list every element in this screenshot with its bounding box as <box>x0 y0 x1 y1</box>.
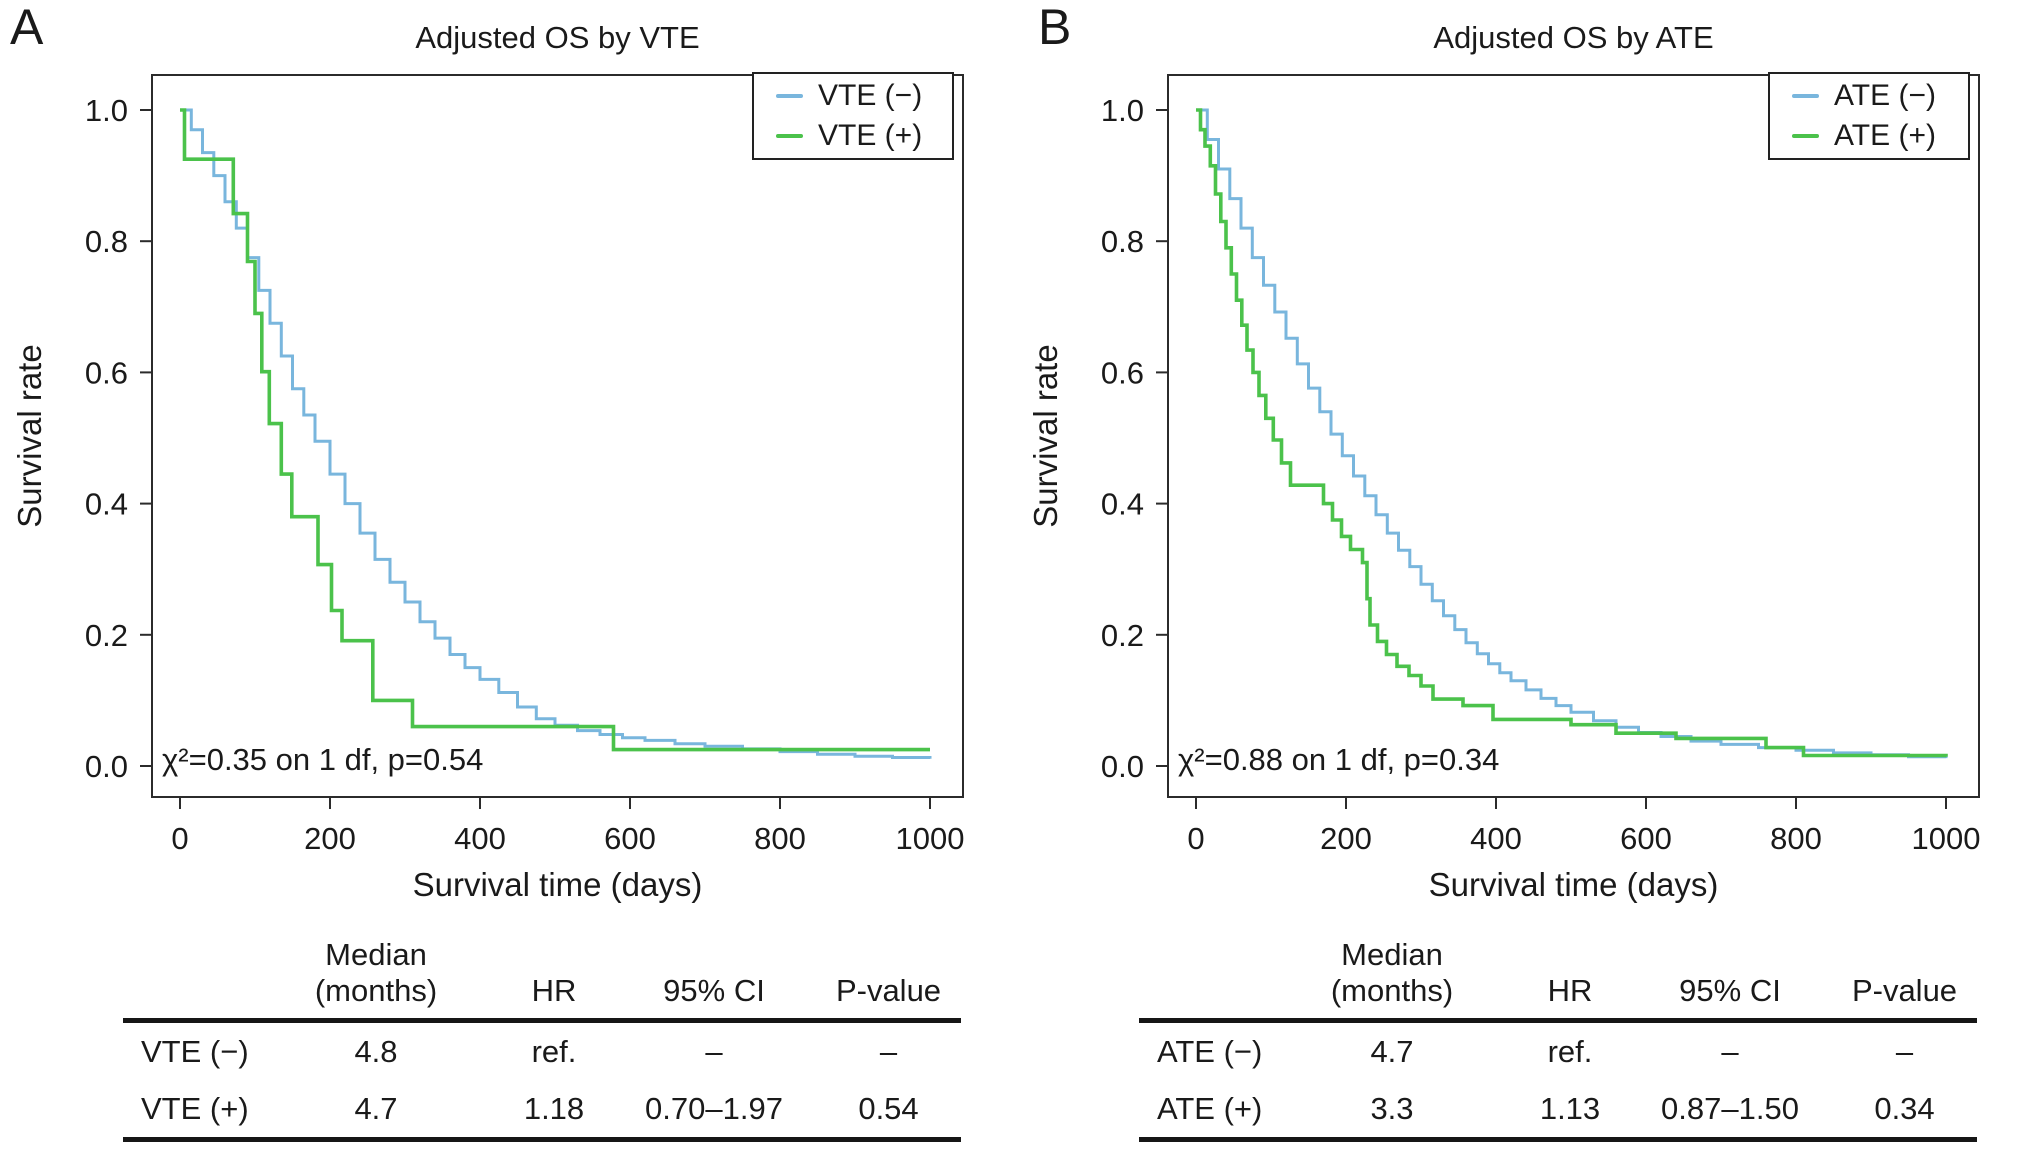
row-pvalue: – <box>1895 1033 1914 1069</box>
header-median: Median (months) <box>1330 936 1454 1009</box>
panel-a-plot: 1.0 0.8 0.6 0.4 0.2 0.0 0 200 400 600 800 1000 <box>85 74 965 856</box>
table-bottom-rule <box>1139 1137 1977 1142</box>
x-tick-label: 0 <box>171 821 188 856</box>
table-header-row: Median (months) HR 95% CI P-value <box>123 926 961 1018</box>
table-row: ATE (+) 3.3 1.13 0.87–1.50 0.34 <box>1139 1080 1977 1137</box>
y-tick-label: 0.4 <box>1101 487 1144 522</box>
legend-label: VTE (+) <box>818 118 923 152</box>
table-row: ATE (−) 4.7 ref. – – <box>1139 1023 1977 1080</box>
legend-label: ATE (+) <box>1834 118 1936 152</box>
row-hr: ref. <box>1547 1033 1593 1069</box>
panel-a-legend: VTE (−) VTE (+) <box>752 72 954 160</box>
row-hr: 1.13 <box>1539 1090 1601 1126</box>
y-tick-label: 0.2 <box>1101 618 1144 653</box>
y-tick-label: 0.0 <box>85 749 128 784</box>
y-tick-label: 0.4 <box>85 487 128 522</box>
row-hr: 1.18 <box>523 1090 585 1126</box>
x-tick-label: 800 <box>1770 821 1822 856</box>
row-median: 3.3 <box>1370 1090 1414 1126</box>
table-row: VTE (−) 4.8 ref. – – <box>123 1023 961 1080</box>
row-group-label: ATE (+) <box>1157 1090 1263 1126</box>
table-bottom-rule <box>123 1137 961 1142</box>
row-ci: 0.87–1.50 <box>1661 1090 1799 1126</box>
row-pvalue: 0.34 <box>1874 1090 1935 1126</box>
x-tick-label: 200 <box>1320 821 1372 856</box>
panel-b-x-axis-label: Survival time (days) <box>1428 866 1719 903</box>
panel-a-x-axis-label: Survival time (days) <box>412 866 703 903</box>
panel-b-stats-table: Median (months) HR 95% CI P-value ATE (−… <box>1139 926 1977 1142</box>
panel-b-letter: B <box>1038 0 1072 55</box>
row-hr: ref. <box>531 1033 577 1069</box>
x-tick-label: 200 <box>304 821 356 856</box>
legend-dash-icon <box>1792 94 1819 99</box>
plot-box <box>151 74 964 798</box>
legend-entry: ATE (−) <box>1792 79 1968 113</box>
table-row: VTE (+) 4.7 1.18 0.70–1.97 0.54 <box>123 1080 961 1137</box>
survival-curve-positive <box>1196 108 1948 758</box>
x-tick-label: 400 <box>454 821 506 856</box>
table-top-rule <box>123 1018 961 1023</box>
legend-label: VTE (−) <box>818 79 923 113</box>
header-pvalue: P-value <box>1851 973 1958 1009</box>
legend-entry: VTE (−) <box>776 79 952 113</box>
survival-curve-negative <box>180 108 932 759</box>
legend-entry: VTE (+) <box>776 119 952 153</box>
x-tick-label: 1000 <box>1912 821 1981 856</box>
legend-dash-icon <box>1792 133 1819 138</box>
panel-b-chi-square-annotation: χ²=0.88 on 1 df, p=0.34 <box>1178 742 1500 777</box>
row-pvalue: – <box>879 1033 898 1069</box>
header-ci: 95% CI <box>1679 973 1781 1009</box>
x-tick-label: 600 <box>1620 821 1672 856</box>
plot-box <box>1167 74 1980 798</box>
x-tick-label: 1000 <box>896 821 965 856</box>
panel-a-stats-table: Median (months) HR 95% CI P-value VTE (−… <box>123 926 961 1142</box>
row-ci: – <box>1721 1033 1739 1069</box>
legend-dash-icon <box>776 94 803 99</box>
row-median: 4.7 <box>1370 1033 1414 1069</box>
panel-b: B Adjusted OS by ATE 1.0 0.8 0.6 0.4 0.2 0.0 0… <box>1016 0 2032 1154</box>
row-group-label: VTE (−) <box>141 1033 249 1069</box>
panel-a-letter: A <box>10 0 44 55</box>
panel-b-plot: 1.0 0.8 0.6 0.4 0.2 0.0 0 200 400 600 800 1000 <box>1101 74 1981 856</box>
row-median: 4.8 <box>354 1033 398 1069</box>
legend-entry: ATE (+) <box>1792 119 1968 153</box>
row-ci: – <box>705 1033 723 1069</box>
x-tick-label: 600 <box>604 821 656 856</box>
survival-curve-negative <box>1196 108 1948 759</box>
panel-a-title: Adjusted OS by VTE <box>415 20 700 55</box>
header-pvalue: P-value <box>835 973 942 1009</box>
row-median: 4.7 <box>354 1090 398 1126</box>
survival-curve-positive <box>180 108 930 752</box>
panel-a-chi-square-annotation: χ²=0.35 on 1 df, p=0.54 <box>162 742 484 777</box>
panel-b-legend: ATE (−) ATE (+) <box>1768 72 1970 160</box>
x-tick-label: 800 <box>754 821 806 856</box>
y-tick-label: 0.6 <box>1101 355 1144 390</box>
y-tick-label: 1.0 <box>85 93 128 128</box>
x-tick-label: 400 <box>1470 821 1522 856</box>
table-header-row: Median (months) HR 95% CI P-value <box>1139 926 1977 1018</box>
y-tick-label: 0.6 <box>85 355 128 390</box>
panel-b-title: Adjusted OS by ATE <box>1433 20 1714 55</box>
y-tick-label: 0.0 <box>1101 749 1144 784</box>
row-group-label: VTE (+) <box>141 1090 249 1126</box>
panel-b-y-axis-label: Survival rate <box>1027 344 1064 528</box>
y-tick-label: 0.8 <box>1101 224 1144 259</box>
row-group-label: ATE (−) <box>1157 1033 1263 1069</box>
y-tick-label: 1.0 <box>1101 93 1144 128</box>
panel-a: A Adjusted OS by VTE 1.0 0.8 0.6 0.4 0.2 0.0 0… <box>10 0 965 1142</box>
y-tick-label: 0.8 <box>85 224 128 259</box>
x-tick-label: 0 <box>1187 821 1204 856</box>
header-ci: 95% CI <box>663 973 765 1009</box>
y-tick-label: 0.2 <box>85 618 128 653</box>
row-pvalue: 0.54 <box>858 1090 919 1126</box>
header-median: Median (months) <box>314 936 438 1009</box>
legend-label: ATE (−) <box>1834 79 1936 113</box>
panel-a-y-axis-label: Survival rate <box>11 344 48 528</box>
table-top-rule <box>1139 1018 1977 1023</box>
legend-dash-icon <box>776 133 803 138</box>
row-ci: 0.70–1.97 <box>645 1090 783 1126</box>
header-hr: HR <box>1547 973 1593 1009</box>
header-hr: HR <box>531 973 577 1009</box>
